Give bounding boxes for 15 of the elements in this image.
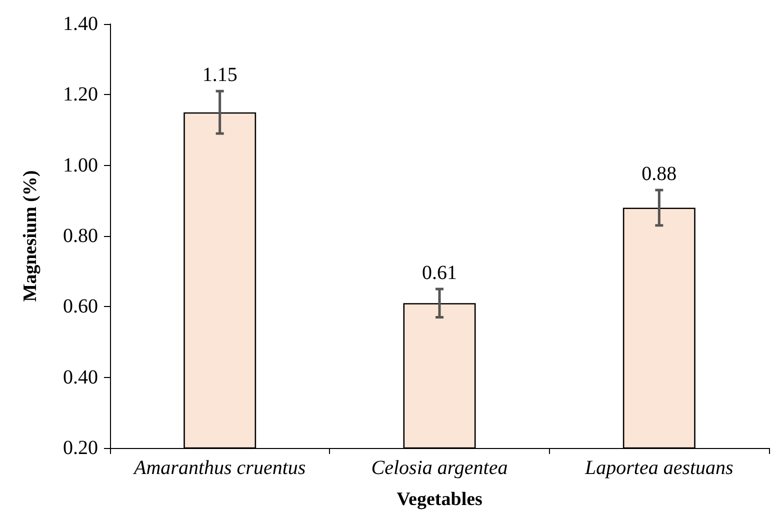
y-tick-label: 1.20 (63, 84, 98, 106)
y-tick-label: 0.80 (63, 225, 98, 247)
x-tick-label: Celosia argentea (371, 457, 508, 479)
y-tick-label: 0.40 (63, 366, 98, 388)
x-axis-title: Vegetables (396, 489, 482, 510)
y-axis-title: Magnesium (%) (20, 170, 41, 302)
y-tick-label: 0.20 (63, 437, 98, 459)
y-tick-label: 0.60 (63, 296, 98, 318)
y-tick-label: 1.40 (63, 13, 98, 35)
y-tick-label: 1.00 (63, 154, 98, 176)
data-label: 1.15 (202, 64, 238, 86)
x-tick-label: Amaranthus cruentus (132, 457, 306, 479)
x-tick-label: Laportea aestuans (584, 457, 734, 479)
data-label: 0.61 (422, 262, 457, 284)
data-label: 0.88 (642, 163, 677, 186)
